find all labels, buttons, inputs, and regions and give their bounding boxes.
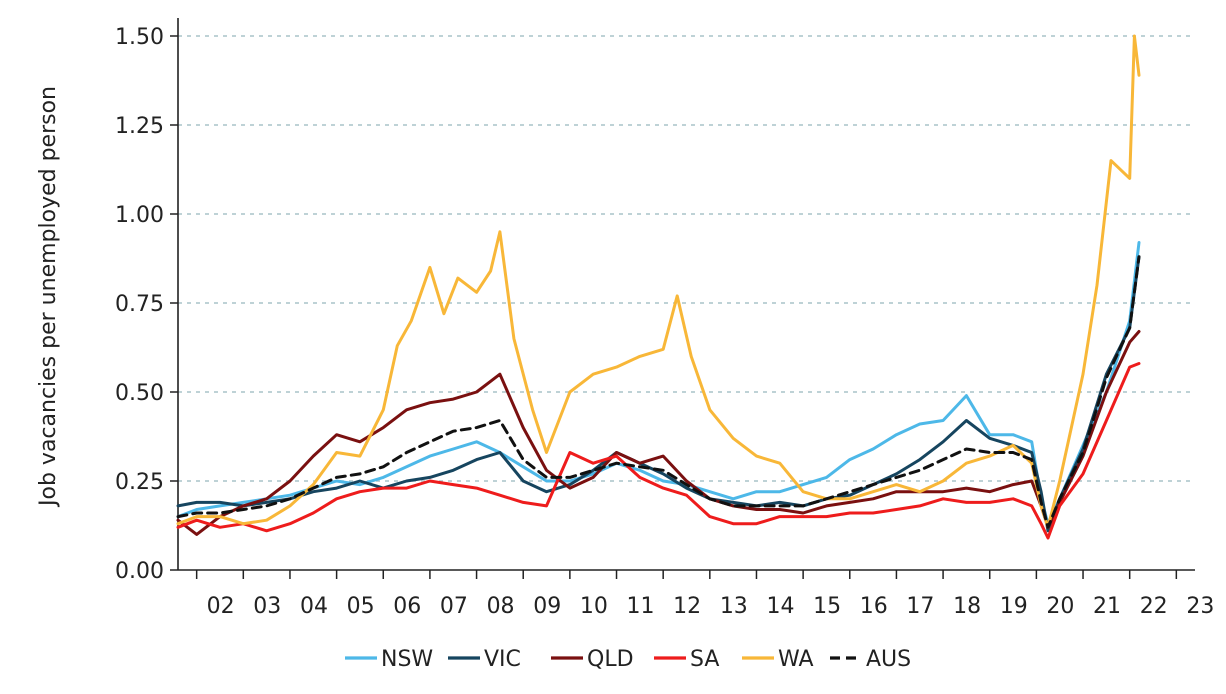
legend-label-wa: WA bbox=[778, 647, 814, 672]
y-tick-label: 1.25 bbox=[115, 114, 164, 139]
x-tick-label: 12 bbox=[673, 594, 701, 619]
x-tick-labels: 02 03 04 05 06 07 08 09 10 11 12 13 14 15 16 17 18 19 20 21… bbox=[207, 594, 1215, 619]
legend-label-aus: AUS bbox=[866, 647, 911, 672]
x-tick-label: 04 bbox=[300, 594, 328, 619]
legend-label-sa: SA bbox=[690, 647, 719, 672]
series-lines bbox=[176, 34, 1141, 540]
x-tick-label: 06 bbox=[393, 594, 421, 619]
y-axis-title: Job vacancies per unemployed person bbox=[36, 86, 61, 508]
y-tick-label: 0.00 bbox=[115, 559, 164, 584]
x-tick-label: 21 bbox=[1093, 594, 1121, 619]
x-tick-label: 08 bbox=[487, 594, 515, 619]
x-tick-label: 11 bbox=[627, 594, 655, 619]
axes bbox=[170, 18, 1195, 579]
series-line-aus bbox=[176, 255, 1141, 529]
x-tick-label: 03 bbox=[253, 594, 281, 619]
legend-label-nsw: NSW bbox=[381, 647, 433, 672]
y-tick-label: 1.00 bbox=[115, 203, 164, 228]
series-line-qld bbox=[176, 330, 1141, 536]
y-tick-label: 0.75 bbox=[115, 292, 164, 317]
x-tick-label: 07 bbox=[440, 594, 468, 619]
x-tick-label: 05 bbox=[347, 594, 375, 619]
legend-label-qld: QLD bbox=[587, 647, 634, 672]
x-tick-label: 22 bbox=[1140, 594, 1168, 619]
x-tick-label: 10 bbox=[580, 594, 608, 619]
y-tick-label: 1.50 bbox=[115, 25, 164, 50]
legend: NSW VIC QLD SA WA AUS bbox=[345, 647, 911, 672]
x-tick-label: 14 bbox=[766, 594, 794, 619]
y-tick-label: 0.50 bbox=[115, 381, 164, 406]
x-tick-label: 13 bbox=[720, 594, 748, 619]
series-line-sa bbox=[176, 362, 1141, 540]
y-tick-labels: 0.00 0.25 0.50 0.75 1.00 1.25 1.50 bbox=[115, 25, 164, 584]
grid-lines bbox=[178, 35, 1195, 482]
y-tick-label: 0.25 bbox=[115, 470, 164, 495]
x-tick-label: 16 bbox=[860, 594, 888, 619]
x-tick-label: 15 bbox=[813, 594, 841, 619]
legend-label-vic: VIC bbox=[484, 647, 521, 672]
x-tick-label: 19 bbox=[1000, 594, 1028, 619]
x-tick-label: 02 bbox=[207, 594, 235, 619]
x-tick-label: 18 bbox=[953, 594, 981, 619]
x-tick-label: 20 bbox=[1046, 594, 1074, 619]
series-line-vic bbox=[176, 255, 1141, 533]
x-tick-label: 17 bbox=[906, 594, 934, 619]
x-tick-label: 09 bbox=[533, 594, 561, 619]
x-tick-label: 23 bbox=[1186, 594, 1214, 619]
